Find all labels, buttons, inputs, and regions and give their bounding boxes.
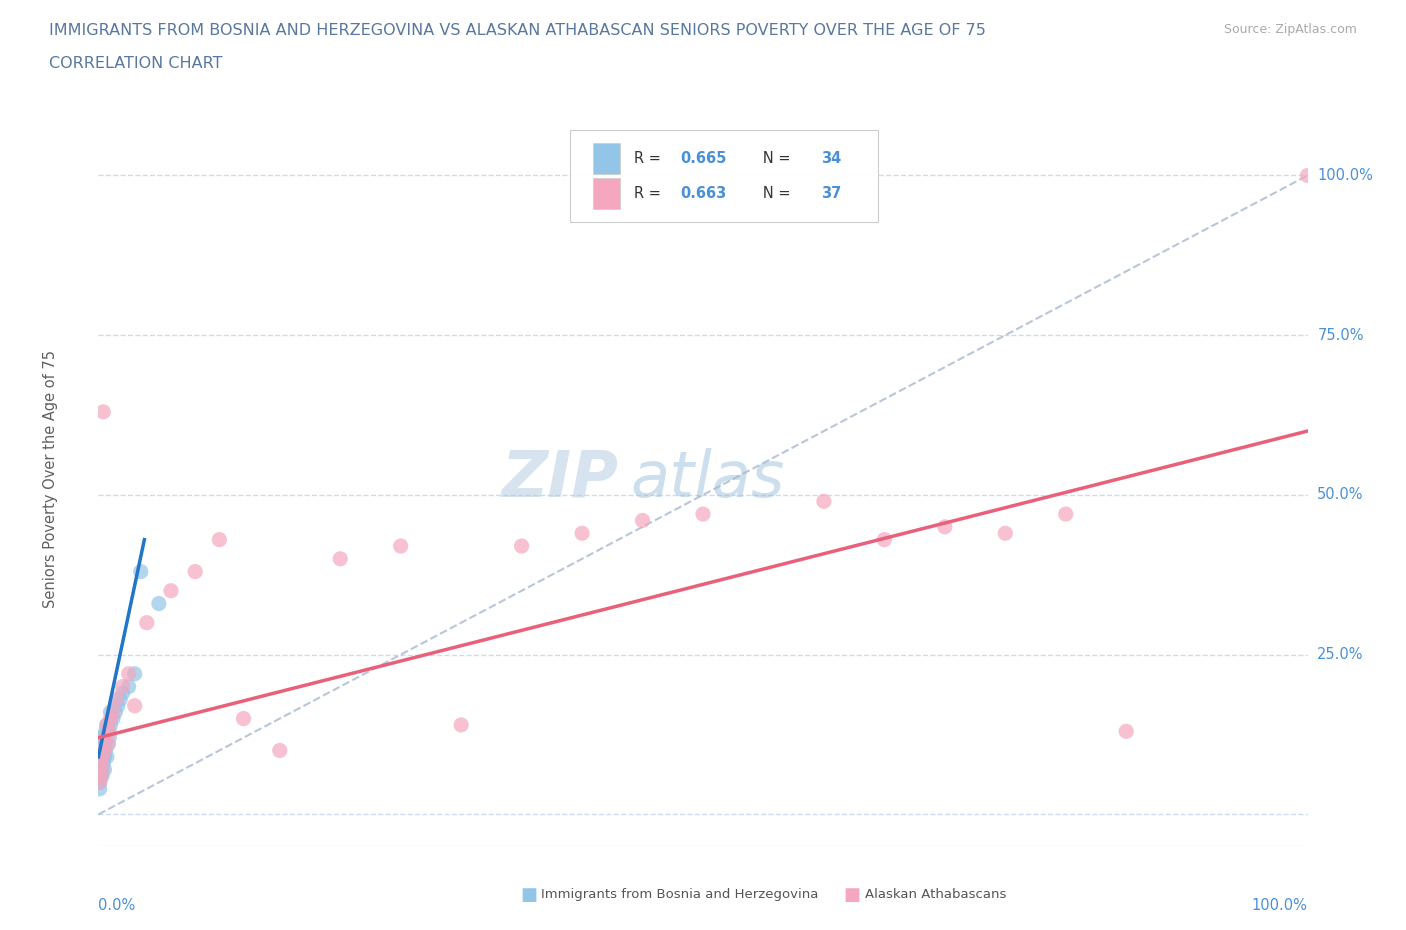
Point — [90, 756, 112, 771]
Point — [89, 781, 111, 796]
Point — [93, 763, 115, 777]
Point — [107, 698, 129, 713]
Text: Immigrants from Bosnia and Herzegovina: Immigrants from Bosnia and Herzegovina — [541, 888, 818, 901]
Text: 100.0%: 100.0% — [1251, 897, 1308, 912]
Point — [148, 596, 170, 611]
Point — [91, 730, 114, 745]
Point — [111, 685, 134, 700]
Point — [96, 750, 118, 764]
Point — [160, 583, 183, 598]
Text: 0.665: 0.665 — [681, 151, 727, 166]
Text: Alaskan Athabascans: Alaskan Athabascans — [865, 888, 1007, 901]
Point — [389, 538, 412, 553]
Text: Source: ZipAtlas.com: Source: ZipAtlas.com — [1223, 23, 1357, 36]
Point — [101, 705, 124, 720]
Point — [97, 737, 120, 751]
Point — [91, 743, 114, 758]
Point — [90, 756, 112, 771]
Point — [104, 705, 127, 720]
Text: R =: R = — [634, 151, 665, 166]
Text: atlas: atlas — [630, 448, 785, 510]
Text: 75.0%: 75.0% — [1317, 327, 1364, 342]
Text: Seniors Poverty Over the Age of 75: Seniors Poverty Over the Age of 75 — [42, 350, 58, 608]
Point — [98, 730, 121, 745]
Point — [96, 717, 118, 732]
Text: R =: R = — [634, 186, 665, 202]
Point — [91, 763, 114, 777]
Point — [329, 551, 352, 566]
Bar — [593, 143, 620, 174]
Point — [94, 724, 117, 738]
Point — [98, 724, 121, 738]
Point — [91, 405, 114, 419]
Text: N =: N = — [749, 186, 794, 202]
Text: ■: ■ — [844, 885, 860, 904]
Text: IMMIGRANTS FROM BOSNIA AND HERZEGOVINA VS ALASKAN ATHABASCAN SENIORS POVERTY OVE: IMMIGRANTS FROM BOSNIA AND HERZEGOVINA V… — [49, 23, 986, 38]
Point — [813, 494, 835, 509]
Point — [91, 750, 114, 764]
Text: ■: ■ — [520, 885, 537, 904]
Point — [692, 507, 714, 522]
Point — [208, 532, 231, 547]
Point — [91, 768, 114, 783]
Point — [93, 750, 115, 764]
Point — [90, 768, 112, 783]
Point — [93, 730, 115, 745]
Point — [111, 679, 134, 694]
Point — [124, 698, 146, 713]
Text: 37: 37 — [821, 186, 842, 202]
Point — [91, 756, 114, 771]
Text: 0.663: 0.663 — [681, 186, 727, 202]
Bar — [593, 179, 620, 209]
Point — [100, 717, 122, 732]
Text: 25.0%: 25.0% — [1317, 647, 1364, 662]
Point — [873, 532, 896, 547]
Point — [631, 513, 654, 528]
Point — [135, 616, 157, 631]
Point — [118, 667, 141, 682]
Text: 0.0%: 0.0% — [98, 897, 135, 912]
Point — [1115, 724, 1137, 738]
Point — [1296, 168, 1319, 183]
Point — [269, 743, 291, 758]
Point — [97, 737, 120, 751]
Point — [184, 565, 207, 579]
Text: ZIP: ZIP — [502, 448, 619, 510]
Text: CORRELATION CHART: CORRELATION CHART — [49, 56, 222, 71]
Point — [105, 692, 128, 707]
Point — [97, 724, 120, 738]
Point — [94, 743, 117, 758]
Point — [118, 679, 141, 694]
Point — [89, 775, 111, 790]
Point — [90, 750, 112, 764]
Point — [89, 775, 111, 790]
Point — [994, 525, 1017, 540]
Text: 34: 34 — [821, 151, 842, 166]
Point — [94, 730, 117, 745]
Point — [934, 520, 956, 535]
Point — [96, 717, 118, 732]
Point — [90, 763, 112, 777]
Point — [129, 565, 152, 579]
FancyBboxPatch shape — [569, 130, 879, 222]
Point — [93, 743, 115, 758]
Point — [124, 667, 146, 682]
Point — [100, 705, 122, 720]
Point — [91, 737, 114, 751]
Point — [89, 768, 111, 783]
Point — [100, 711, 122, 726]
Point — [510, 538, 533, 553]
Text: 50.0%: 50.0% — [1317, 487, 1364, 502]
Point — [91, 763, 114, 777]
Point — [91, 750, 114, 764]
Text: 100.0%: 100.0% — [1317, 168, 1374, 183]
Point — [108, 692, 131, 707]
Text: N =: N = — [749, 151, 794, 166]
Point — [571, 525, 593, 540]
Point — [450, 717, 472, 732]
Point — [101, 711, 124, 726]
Point — [232, 711, 254, 726]
Point — [1054, 507, 1077, 522]
